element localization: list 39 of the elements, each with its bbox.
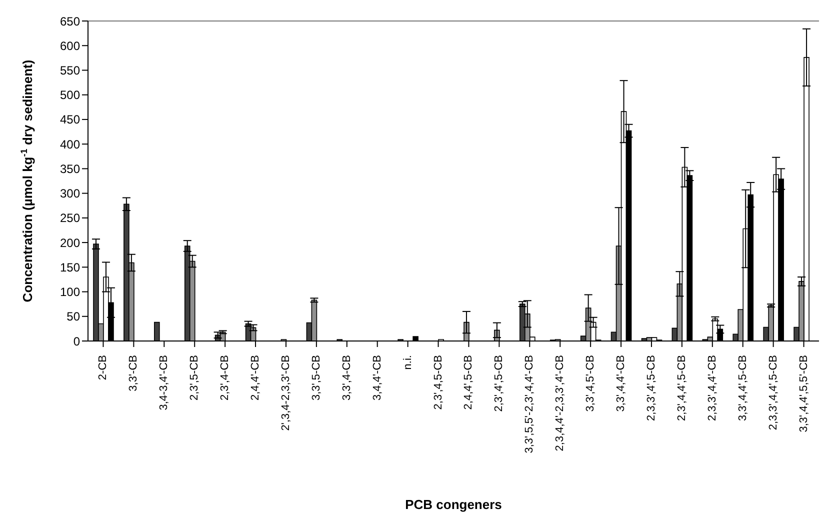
x-tick-label: 2-CB bbox=[97, 355, 110, 380]
x-tick-label: 2,4,4'-CB bbox=[250, 355, 262, 401]
x-tick-label: 3,3',4,4',5,5'-CB bbox=[798, 355, 810, 432]
x-tick-label: 2,3',4,5-CB bbox=[432, 355, 444, 410]
x-tick-label: 3,3',4,4'-CB bbox=[615, 355, 628, 412]
y-tick-label: 250 bbox=[60, 211, 80, 226]
x-tick-label: 3,3',4,5'-CB bbox=[584, 355, 597, 412]
x-tick-label: 2,3',4',5-CB bbox=[493, 355, 506, 412]
y-tick-label: 450 bbox=[60, 112, 80, 127]
y-tick-label: 200 bbox=[60, 236, 80, 250]
x-tick-label: 2,3',4-CB bbox=[219, 355, 232, 401]
y-tick-label: 600 bbox=[60, 38, 80, 53]
y-tick-label: 350 bbox=[60, 162, 80, 176]
x-tick-label: 3,3',4,4',5-CB bbox=[736, 355, 749, 421]
x-tick-label: 2,4,4',5-CB bbox=[462, 355, 475, 410]
x-tick-label: 2,3,3',4',5-CB bbox=[645, 355, 658, 421]
y-tick-label: 400 bbox=[60, 137, 80, 152]
x-tick-label: 2,3,4,4'-2,3,3',4'-CB bbox=[554, 355, 566, 452]
y-tick-label: 50 bbox=[66, 310, 80, 324]
y-tick-label: 0 bbox=[73, 334, 80, 348]
x-tick-label: n.i. bbox=[402, 355, 414, 370]
y-tick-label: 100 bbox=[60, 285, 80, 300]
x-tick-label: 3,3',5-CB bbox=[310, 355, 322, 401]
y-tick-label: 500 bbox=[60, 88, 80, 102]
x-axis-title: PCB congeners bbox=[405, 497, 502, 512]
y-tick-label: 550 bbox=[60, 63, 80, 78]
x-tick-label: 2,3,3',4,4'-CB bbox=[706, 355, 718, 421]
y-tick-label: 300 bbox=[60, 186, 80, 201]
x-tick-label: 2,3',5-CB bbox=[188, 355, 201, 401]
x-tick-label: 2,3,3',4,4',5-CB bbox=[767, 355, 780, 430]
x-tick-label: 2',3,4-2,3,3'-CB bbox=[280, 355, 292, 431]
x-tick-label: 3,3',5,5'-2,3',4,4'-CB bbox=[524, 355, 536, 454]
x-tick-label: 3,3',4-CB bbox=[340, 355, 353, 401]
x-tick-label: 2,3',4,4',5-CB bbox=[676, 355, 688, 421]
y-tick-label: 150 bbox=[60, 260, 80, 274]
x-tick-label: 3,3'-CB bbox=[128, 355, 140, 392]
x-tick-label: 3,4,4'-CB bbox=[371, 355, 384, 401]
y-tick-label: 650 bbox=[60, 14, 80, 28]
x-tick-label: 3,4-3,4'-CB bbox=[158, 355, 170, 410]
